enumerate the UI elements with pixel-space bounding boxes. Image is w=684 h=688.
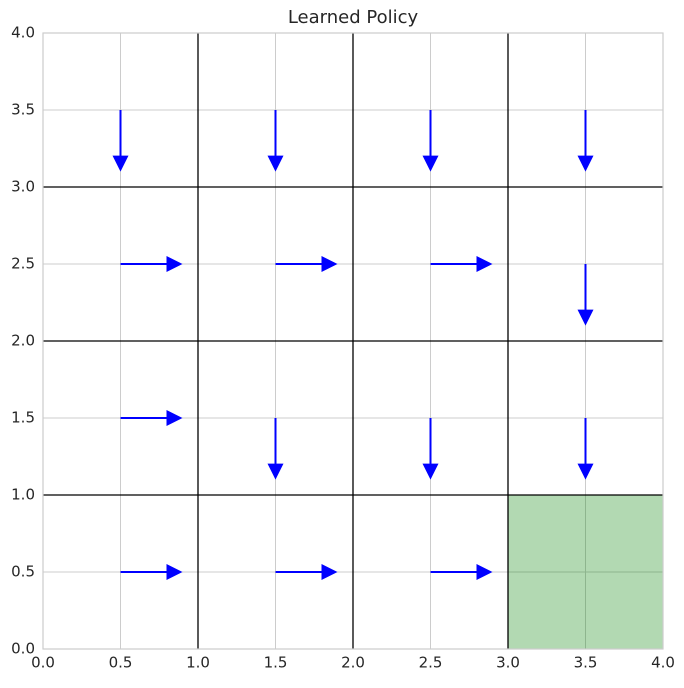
policy-arrow — [422, 110, 439, 172]
y-tick-label: 0.5 — [11, 563, 35, 581]
x-tick-label: 0.0 — [31, 654, 55, 672]
y-tick-label: 2.5 — [11, 255, 35, 273]
policy-arrow — [120, 564, 183, 580]
policy-arrow — [577, 418, 594, 480]
policy-arrow — [422, 418, 439, 480]
x-tick-label: 2.5 — [419, 654, 443, 672]
y-tick-label: 2.0 — [11, 332, 35, 350]
x-tick-label: 0.5 — [109, 654, 133, 672]
policy-arrow — [267, 418, 284, 480]
policy-arrow — [577, 110, 594, 172]
policy-arrow — [275, 256, 338, 272]
x-tick-label: 3.5 — [574, 654, 598, 672]
policy-arrow — [112, 110, 129, 172]
goal-cell — [508, 495, 663, 649]
x-tick-label: 1.5 — [264, 654, 288, 672]
plot-frame — [42, 32, 664, 650]
policy-arrow — [430, 564, 493, 580]
policy-arrow — [577, 264, 594, 326]
x-tick-label: 2.0 — [341, 654, 365, 672]
y-tick-label: 0.0 — [11, 640, 35, 658]
policy-arrow — [120, 256, 183, 272]
y-tick-label: 4.0 — [11, 24, 35, 42]
y-tick-label: 1.0 — [11, 486, 35, 504]
x-tick-label: 3.0 — [496, 654, 520, 672]
policy-arrow — [120, 410, 183, 426]
policy-arrow — [275, 564, 338, 580]
x-tick-label: 1.0 — [186, 654, 210, 672]
x-tick-label: 4.0 — [651, 654, 675, 672]
chart-title: Learned Policy — [288, 7, 419, 28]
y-tick-label: 3.0 — [11, 178, 35, 196]
y-tick-label: 3.5 — [11, 101, 35, 119]
policy-arrow — [267, 110, 284, 172]
y-tick-label: 1.5 — [11, 409, 35, 427]
policy-arrow — [430, 256, 493, 272]
